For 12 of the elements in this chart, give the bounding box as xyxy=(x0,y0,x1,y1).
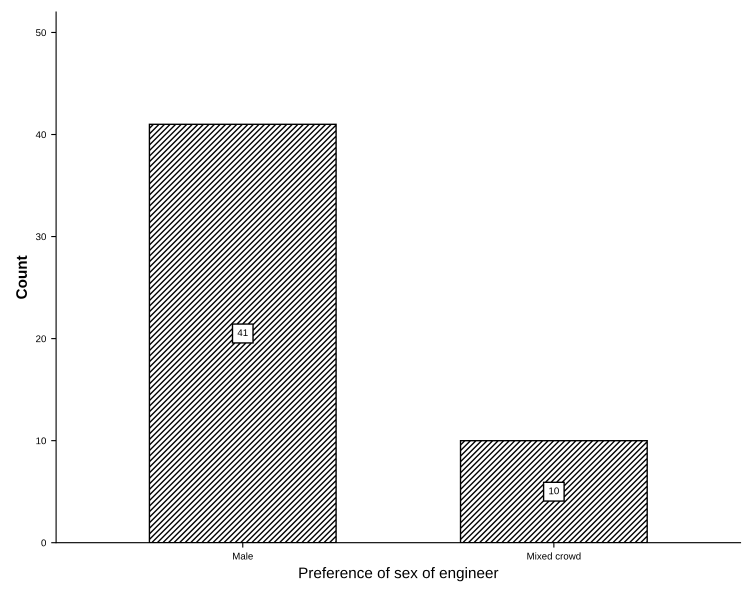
y-tick-label: 10 xyxy=(36,437,46,444)
x-tick-label: Male xyxy=(233,552,253,560)
y-tick-label: 50 xyxy=(36,29,46,36)
x-axis-title: Preference of sex of engineer xyxy=(299,567,498,582)
data-label: 41 xyxy=(238,329,248,336)
y-tick-label: 40 xyxy=(36,131,46,138)
x-tick-label: Mixed crowd xyxy=(527,552,581,560)
data-label: 10 xyxy=(549,487,559,494)
y-tick-label: 30 xyxy=(36,233,46,240)
y-tick-label: 0 xyxy=(41,539,46,546)
y-axis-title: Count xyxy=(16,256,27,299)
y-tick-label: 20 xyxy=(36,335,46,342)
